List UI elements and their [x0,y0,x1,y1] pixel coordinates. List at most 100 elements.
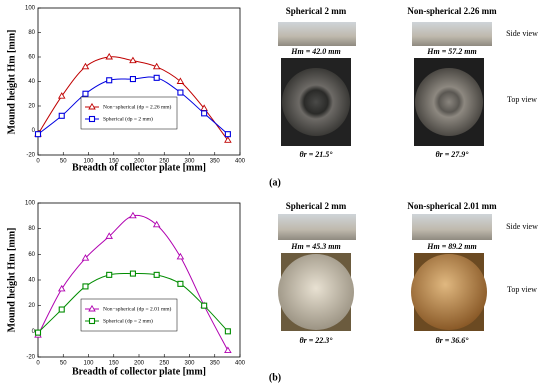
marker [34,131,42,138]
marker [105,52,113,60]
x-tick-label: 50 [60,159,67,165]
marker [224,346,232,354]
marker [81,254,90,261]
marker [129,56,137,64]
marker [105,232,113,239]
marker [129,211,137,219]
panel-label: (a) [269,177,281,188]
x-tick-label: 350 [210,159,221,165]
marker [106,271,113,278]
legend-box [80,298,178,332]
y-tick-label: 40 [28,278,35,284]
marker [153,271,160,278]
x-tick-label: 150 [109,361,120,367]
y-tick-label: 100 [25,6,36,12]
marker [129,76,136,83]
top-view-label: Top view [507,285,537,294]
photo-title: Spherical 2 mm [286,6,347,16]
marker [224,136,232,143]
y-tick-label: 80 [28,30,35,36]
x-tick-label: 350 [210,361,221,367]
marker [57,92,66,99]
marker [106,77,113,84]
side-photo [412,22,492,46]
photo-title: Non-spherical 2.26 mm [407,6,497,16]
marker [129,270,136,277]
legend-marker [88,317,96,325]
marker [81,62,90,70]
y-tick-label: -20 [26,153,35,159]
repose-angle: θr = 22.3° [299,336,333,345]
legend-marker [88,115,96,123]
y-tick-label: 0 [32,329,36,335]
side-view-label: Side view [506,222,538,231]
marker [177,89,184,96]
x-tick-label: 100 [83,361,94,367]
mound-height: Hm = 42.0 mm [290,47,340,56]
repose-angle: θr = 36.6° [435,336,469,345]
x-tick-label: 50 [60,361,67,367]
x-tick-label: 300 [184,159,195,165]
marker [57,284,66,292]
marker [152,220,161,228]
legend-box [80,96,178,130]
x-tick-label: 150 [109,159,120,165]
legend-marker [88,102,96,110]
top-photo-pile [278,254,354,330]
legend-label: Non−spherical (dp = 2.01 mm) [103,305,172,312]
marker [201,302,208,309]
y-tick-label: 20 [28,104,35,110]
y-axis-label: Mound height Hm [mm] [6,228,17,333]
y-tick-label: 0 [32,128,36,134]
marker [58,306,65,313]
marker [176,252,185,260]
marker [58,112,65,119]
x-tick-label: 400 [235,361,246,367]
legend-label: Non−spherical (dp = 2.26 mm) [103,103,172,110]
marker [82,283,89,290]
marker [34,329,42,336]
x-tick-label: 300 [184,361,195,367]
marker [176,77,185,84]
top-view-label: Top view [507,95,537,104]
legend-label: Spherical (dp = 2 mm) [103,317,153,324]
marker [82,90,89,97]
top-photo-pile [411,254,487,330]
repose-angle: θr = 21.5° [299,150,333,159]
mound-height: Hm = 57.2 mm [426,47,476,56]
x-tick-label: 100 [83,159,94,165]
marker [224,328,231,335]
marker [152,62,161,70]
x-axis-label: Breadth of collector plate [mm] [72,162,206,173]
y-tick-label: 40 [28,79,35,85]
x-tick-label: 200 [134,159,145,165]
marker [201,110,208,117]
top-photo-pile [415,68,483,136]
y-axis-label: Mound height Hm [mm] [6,30,17,135]
side-view-label: Side view [506,29,538,38]
x-tick-label: 400 [235,159,246,165]
y-tick-label: 80 [28,226,35,232]
y-tick-label: 20 [28,303,35,309]
y-tick-label: 100 [25,201,36,207]
x-axis-label: Breadth of collector plate [mm] [72,366,206,377]
photo-title: Spherical 2 mm [286,201,347,211]
x-tick-label: 250 [159,361,170,367]
x-tick-label: 250 [159,159,170,165]
side-photo [412,214,492,240]
marker [153,74,160,81]
marker [177,280,184,287]
x-tick-label: 200 [134,361,145,367]
mound-height: Hm = 45.3 mm [290,242,340,251]
legend-marker [88,304,96,312]
marker [224,131,231,138]
side-photo [278,214,356,240]
legend-label: Spherical (dp = 2 mm) [103,115,153,122]
repose-angle: θr = 27.9° [435,150,469,159]
side-photo [278,22,356,46]
photo-title: Non-spherical 2.01 mm [407,201,497,211]
top-photo-pile [282,68,350,136]
mound-height: Hm = 89.2 mm [426,242,476,251]
